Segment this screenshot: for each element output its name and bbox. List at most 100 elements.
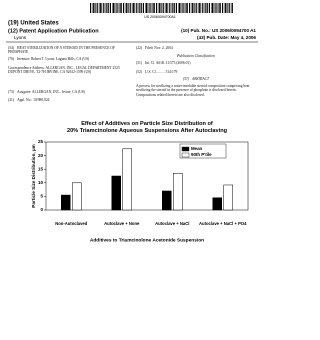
barcode-bar: [185, 3, 187, 13]
chart: Effect of Additives on Particle Size Dis…: [31, 121, 249, 243]
legend-label: Mean: [191, 146, 203, 151]
y-tick-label: 10: [38, 180, 44, 185]
barcode-bar: [205, 3, 207, 13]
barcode-bar: [145, 3, 148, 13]
country: (19) United States: [8, 21, 59, 27]
barcode-bar: [134, 3, 136, 13]
pub-date: (43) Pub. Date: May 4, 2006: [197, 35, 256, 40]
y-axis-label: Particle Size Distribution, µm: [31, 144, 36, 207]
barcode-bar: [106, 3, 108, 13]
barcode-bar: [198, 3, 200, 13]
barcode-bar: [228, 3, 230, 13]
bar: [111, 175, 121, 211]
field-text: Appl. No.: 10/980,024: [17, 98, 50, 102]
legend-swatch: [181, 146, 190, 152]
barcode-bar: [141, 3, 142, 13]
barcode-bar: [213, 3, 215, 13]
barcode-bar: [99, 3, 101, 13]
kind: (12) Patent Application Publication: [8, 28, 99, 34]
field: (51) Int. Cl. A61K 31/573 (2006.01): [136, 61, 256, 65]
field-code: (22): [136, 46, 142, 50]
bar: [173, 173, 183, 211]
barcode-bar: [114, 3, 116, 13]
barcode-bar: [225, 3, 227, 13]
field: Publication Classification: [136, 54, 256, 58]
barcode-bar: [182, 3, 184, 13]
barcode-bar: [123, 3, 125, 13]
field-text: Int. Cl. A61K 31/573 (2006.01): [145, 61, 191, 65]
barcode-bar: [103, 3, 105, 13]
field-code: (21): [8, 98, 14, 102]
barcode-bar: [215, 3, 217, 13]
barcode-bar: [222, 3, 224, 13]
barcode-bar: [187, 3, 188, 13]
field-code: (57): [183, 77, 189, 81]
field-code: (54): [8, 46, 14, 50]
barcode-bar: [109, 3, 111, 13]
plot-frame: [45, 141, 249, 211]
field-code: (73): [8, 90, 14, 94]
field-text: Inventor: Robert T. Lyons, Laguna Hills,…: [17, 57, 90, 61]
barcode-bar: [129, 3, 131, 13]
field: (57) ABSTRACT: [136, 77, 256, 81]
barcode-bar: [192, 3, 194, 13]
field-text: Correspondence Address: ALLERGAN, INC., …: [8, 66, 120, 75]
barcode-bar: [108, 3, 109, 13]
field: (22) Filed: Nov. 2, 2004: [136, 46, 256, 50]
barcode-bar: [149, 3, 151, 13]
barcode-bar: [112, 3, 115, 13]
page: US 20060094700A1 (19) United States (12)…: [6, 3, 258, 244]
field: A process for sterilizing a water-insolu…: [136, 84, 256, 97]
field: (54) HEAT STERILIZATION OF A STEROID IN T…: [8, 46, 126, 55]
y-tick-label: 5: [40, 194, 43, 199]
field-text: A process for sterilizing a water-insolu…: [136, 84, 250, 97]
inventor-short: Lyons: [14, 35, 27, 40]
barcode-bar: [152, 3, 154, 13]
bar: [223, 184, 233, 211]
barcode-bar: [169, 3, 171, 13]
barcode-bar: [90, 3, 92, 13]
x-tick-label: Autoclave + NaCl: [155, 221, 189, 226]
barcode-bar: [226, 3, 228, 13]
barcode-bar: [178, 3, 181, 13]
barcode-bar: [172, 3, 174, 13]
barcode-bar: [127, 3, 129, 13]
barcode-bar: [231, 3, 233, 13]
barcode-bar: [139, 3, 141, 13]
x-tick-label: Autoclave + None: [104, 221, 140, 226]
field-text: Publication Classification: [177, 54, 215, 58]
x-axis-label: Additives to Triamcinolone Acetonide Sus…: [90, 237, 204, 243]
field-text: Filed: Nov. 2, 2004: [145, 46, 173, 50]
barcode-bar: [165, 3, 167, 13]
barcode-bar: [220, 3, 221, 13]
barcode-bar: [160, 3, 162, 13]
barcode-bar: [218, 3, 220, 13]
barcode-bar: [121, 3, 122, 13]
barcode-bar: [202, 3, 204, 13]
field: Correspondence Address: ALLERGAN, INC., …: [8, 66, 126, 75]
field: (21) Appl. No.: 10/980,024: [8, 98, 126, 102]
barcode-bar: [195, 3, 197, 13]
barcode: [90, 3, 233, 13]
barcode-bar: [119, 3, 121, 13]
field-text: ABSTRACT: [192, 77, 209, 81]
legend-frame: [179, 143, 227, 159]
barcode-bar: [156, 3, 158, 13]
field-text: Assignee: ALLERGAN, INC., Irvine, CA (US…: [17, 90, 85, 94]
legend-label: 90th P'tile: [191, 152, 212, 157]
y-tick-label: 20: [38, 153, 44, 158]
y-tick-label: 25: [38, 139, 44, 144]
field-code: (76): [8, 57, 14, 61]
barcode-bar: [136, 3, 138, 13]
barcode-bar: [142, 3, 144, 13]
barcode-bar: [193, 3, 195, 13]
barcode-bar: [207, 3, 208, 13]
barcode-number: US 20060094700A1: [144, 15, 176, 19]
barcode-bar: [174, 3, 175, 13]
chart-title: Effect of Additives on Particle Size Dis…: [67, 121, 228, 134]
bar: [122, 148, 132, 211]
y-tick-label: 15: [38, 166, 44, 171]
barcode-bar: [126, 3, 128, 13]
field: (52) U.S. Cl. ........ 514/179: [136, 70, 256, 74]
field-code: (52): [136, 70, 142, 74]
